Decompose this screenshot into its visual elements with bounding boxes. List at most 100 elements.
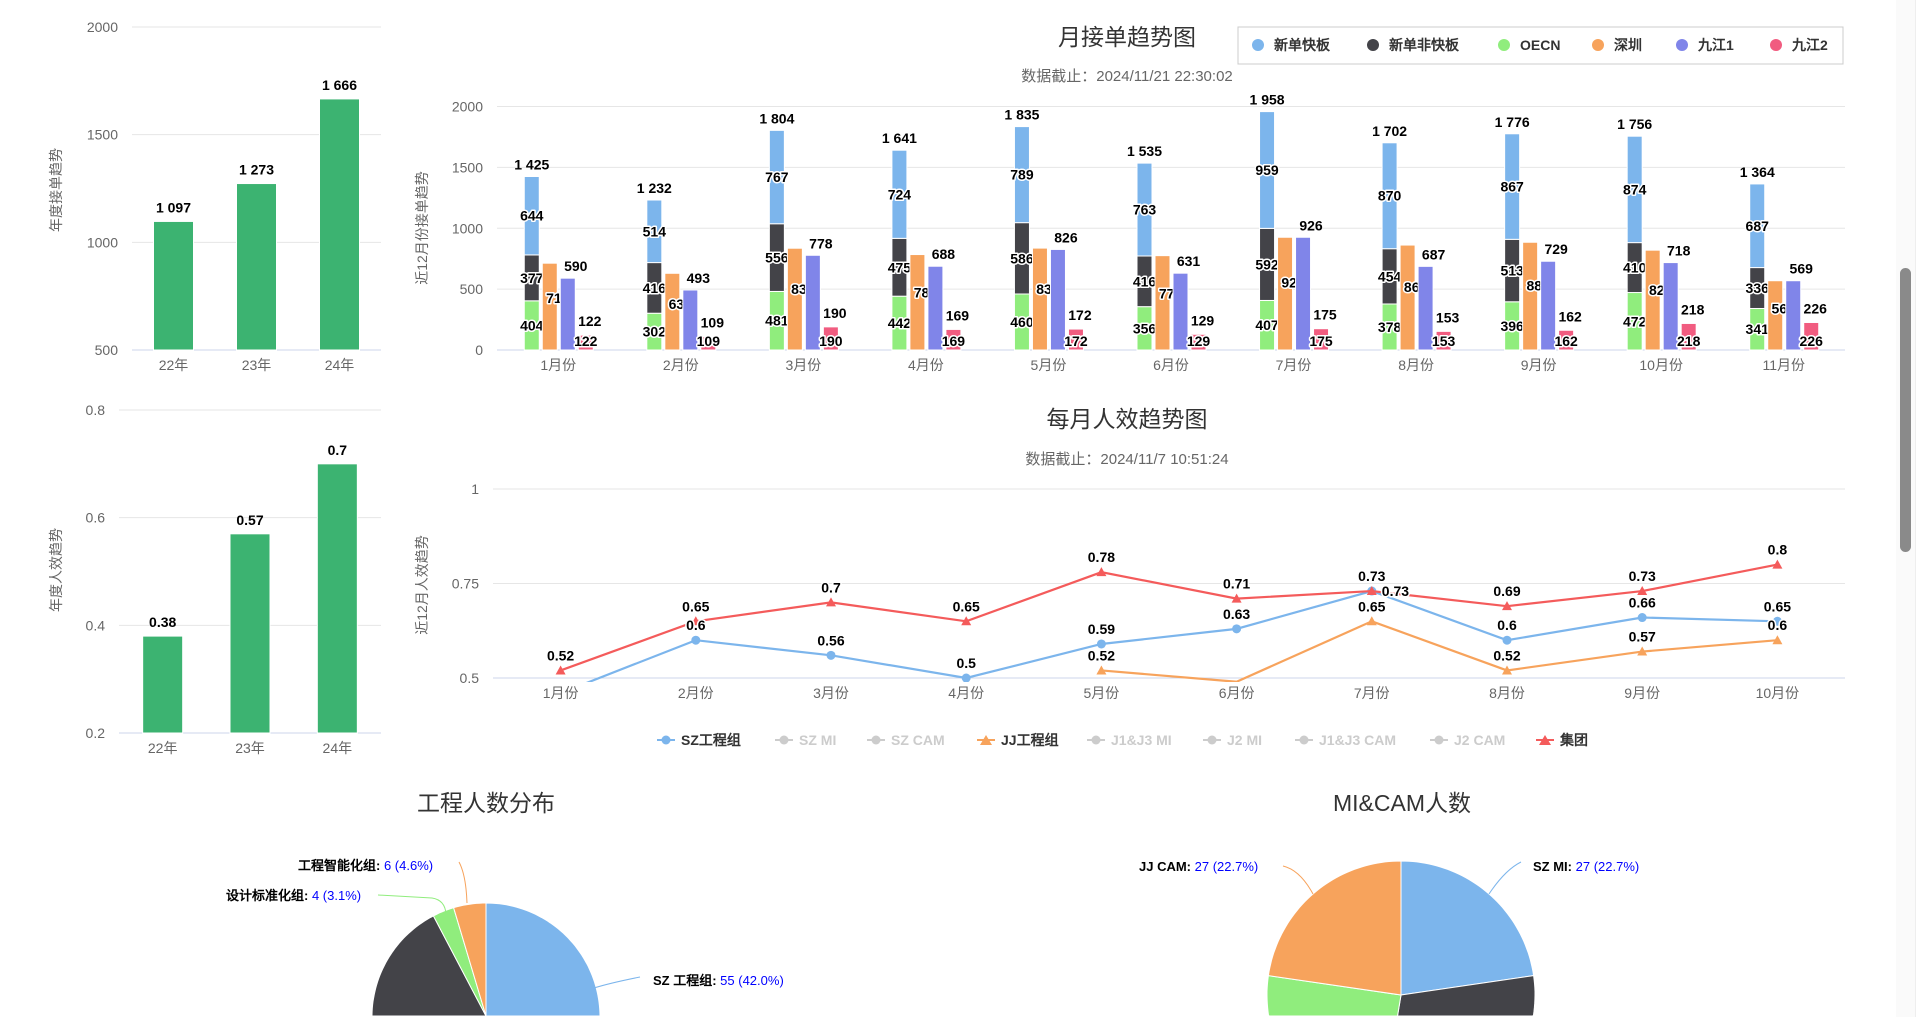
bar-segment-label: 377 bbox=[520, 270, 544, 286]
bar-shenzhen bbox=[541, 262, 558, 351]
bar-jiujiang1 bbox=[1662, 262, 1679, 351]
scrollbar-thumb[interactable] bbox=[1900, 268, 1911, 552]
bar-jiujiang1 bbox=[1172, 272, 1189, 351]
pie-slice[interactable] bbox=[452, 902, 487, 1017]
legend-label: SZ CAM bbox=[891, 732, 945, 748]
y-tick-label: 500 bbox=[460, 281, 484, 297]
line-point-marker bbox=[1232, 624, 1242, 634]
monthly-orders-chart: 0 500 1000 1500 2000 1月份 2月份 3月份 4月份 5月份 6月份 7月份 8月份… bbox=[452, 26, 1845, 373]
legend-marker-icon bbox=[1434, 735, 1444, 745]
pie-slice[interactable] bbox=[485, 902, 601, 1017]
bar-jiujiang1-label: 826 bbox=[1054, 229, 1078, 245]
bar-segment-label: 356 bbox=[1133, 320, 1157, 336]
legend-item[interactable]: 新单快板 bbox=[1252, 37, 1331, 53]
legend-item[interactable]: J2 CAM bbox=[1430, 732, 1505, 748]
bar-segment-label: 454 bbox=[1378, 268, 1402, 284]
bar-segment-label: 404 bbox=[520, 317, 544, 333]
legend-label: 集团 bbox=[1559, 732, 1588, 748]
pie-slice[interactable] bbox=[1396, 975, 1536, 1017]
bar-segment-label: 472 bbox=[1623, 313, 1647, 329]
stack-total-label: 1 425 bbox=[514, 157, 549, 173]
bar-segment-0 bbox=[523, 176, 540, 256]
pie-slice[interactable] bbox=[1400, 860, 1535, 996]
legend-item[interactable]: 新单非快板 bbox=[1367, 37, 1460, 53]
legend-label: JJ工程组 bbox=[1001, 732, 1059, 748]
monthly-orders-title: 月接单趋势图 bbox=[1058, 24, 1196, 50]
y-tick-label: 1500 bbox=[452, 159, 483, 175]
x-tick-label: 5月份 bbox=[1084, 685, 1120, 701]
bar-jiujiang1 bbox=[1049, 248, 1066, 351]
legend-marker-icon bbox=[980, 735, 992, 745]
y-tick-label: 1000 bbox=[87, 234, 118, 250]
line-point-marker bbox=[1096, 665, 1107, 675]
y-tick-label: 1 bbox=[471, 481, 479, 497]
legend-item[interactable]: SZ工程组 bbox=[657, 732, 741, 748]
y-tick-label: 0.2 bbox=[86, 725, 106, 741]
line-point-marker bbox=[826, 597, 836, 607]
bar-jiujiang2-top-label: 190 bbox=[823, 305, 847, 321]
pie-data-label: SZ MI: 27 (22.7%) bbox=[1533, 859, 1639, 874]
legend-item[interactable]: 九江1 bbox=[1676, 37, 1734, 53]
legend-label: 新单快板 bbox=[1274, 37, 1331, 53]
pie-slice[interactable] bbox=[432, 907, 487, 1017]
bar-jiujiang1-label: 926 bbox=[1299, 217, 1323, 233]
legend-item[interactable]: 深圳 bbox=[1592, 37, 1642, 53]
y-tick-label: 0.4 bbox=[86, 617, 106, 633]
legend-label: SZ MI bbox=[799, 732, 836, 748]
legend-item[interactable]: OECN bbox=[1498, 37, 1560, 53]
bar-segment-label: 341 bbox=[1746, 321, 1770, 337]
bar-segment-label: 724 bbox=[888, 186, 912, 202]
bar-jiujiang2-inner-label: 218 bbox=[1677, 333, 1701, 349]
line-point-marker bbox=[1096, 639, 1106, 649]
yearly-orders-axis-title: 年度接单趋势 bbox=[48, 148, 64, 232]
legend-label: 九江2 bbox=[1791, 37, 1828, 53]
bar-jiujiang2 bbox=[822, 326, 839, 351]
x-tick-label: 24年 bbox=[325, 357, 355, 373]
x-tick-label: 23年 bbox=[242, 357, 272, 373]
bar-jiujiang2-top-label: 162 bbox=[1558, 308, 1582, 324]
monthly-efficiency-title: 每月人效趋势图 bbox=[1047, 406, 1208, 432]
line-point-label: 0.6 bbox=[1497, 617, 1517, 633]
bar-jiujiang2-top-label: 153 bbox=[1436, 309, 1460, 325]
x-tick-label: 5月份 bbox=[1031, 357, 1067, 373]
pie-slice[interactable] bbox=[1267, 860, 1402, 996]
bar-jiujiang2 bbox=[1558, 329, 1575, 351]
legend-marker-icon bbox=[1539, 735, 1551, 745]
bar bbox=[316, 463, 358, 734]
engineering-headcount-pie: SZ 工程组: 55 (42.0%) 设计标准化组: 4 (3.1%) 工程智能化组… bbox=[226, 858, 784, 1017]
legend-marker-icon bbox=[779, 735, 789, 745]
legend-item[interactable]: JJ工程组 bbox=[977, 732, 1059, 748]
legend-item[interactable]: 九江2 bbox=[1770, 37, 1828, 53]
bar-segment-label: 416 bbox=[643, 280, 667, 296]
bar bbox=[319, 98, 360, 351]
y-tick-label: 0.6 bbox=[86, 510, 106, 526]
bar bbox=[142, 635, 184, 734]
x-tick-label: 8月份 bbox=[1489, 685, 1525, 701]
line-point-label: 0.52 bbox=[1493, 647, 1520, 663]
x-tick-label: 3月份 bbox=[785, 357, 821, 373]
line-point-marker bbox=[1502, 635, 1512, 645]
pie-leader-line bbox=[1282, 865, 1314, 895]
x-tick-label: 10月份 bbox=[1639, 357, 1683, 373]
bar-segment-label: 396 bbox=[1500, 318, 1524, 334]
x-tick-label: 6月份 bbox=[1219, 685, 1255, 701]
bar-shenzhen bbox=[1277, 236, 1294, 351]
legend-item[interactable]: J1&J3 CAM bbox=[1295, 732, 1396, 748]
legend-marker-icon bbox=[1592, 39, 1604, 51]
line-point-label: 0.56 bbox=[817, 632, 844, 648]
legend-label: OECN bbox=[1520, 37, 1560, 53]
legend-marker-icon bbox=[1252, 39, 1264, 51]
bar bbox=[153, 220, 194, 351]
legend-item[interactable]: J2 MI bbox=[1203, 732, 1262, 748]
legend-item[interactable]: 集团 bbox=[1536, 732, 1588, 748]
legend-label: 新单非快板 bbox=[1389, 37, 1460, 53]
pie-slice[interactable] bbox=[1266, 975, 1402, 1017]
legend-item[interactable]: J1&J3 MI bbox=[1087, 732, 1172, 748]
line-point-label: 0.73 bbox=[1382, 583, 1409, 599]
legend-item[interactable]: SZ MI bbox=[775, 732, 836, 748]
bar-jiujiang1-label: 687 bbox=[1422, 246, 1446, 262]
pie-label-value: 6 bbox=[384, 858, 391, 873]
line-point-marker bbox=[961, 673, 971, 682]
legend-item[interactable]: SZ CAM bbox=[867, 732, 945, 748]
bar-data-label: 0.7 bbox=[328, 442, 348, 458]
